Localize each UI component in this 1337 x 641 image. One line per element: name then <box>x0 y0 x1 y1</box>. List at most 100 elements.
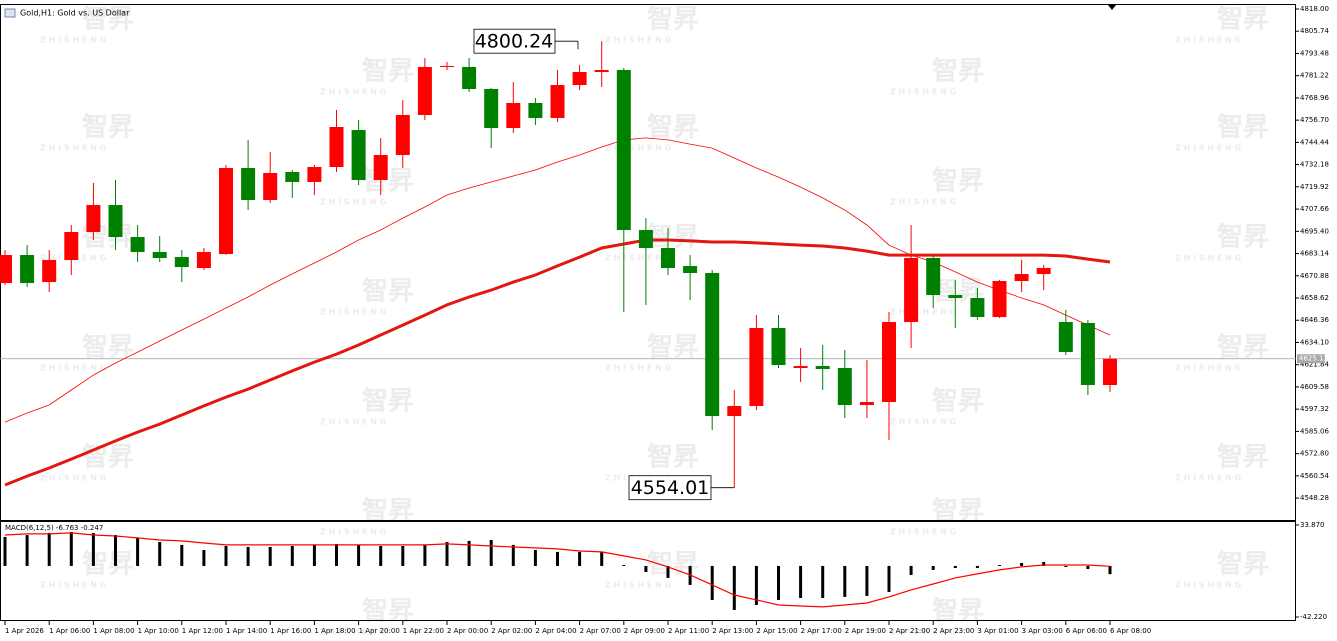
watermark-text: 智昇 <box>1217 223 1269 253</box>
macd-bar <box>732 565 736 610</box>
watermark-sub: Z H I S H E N G <box>1175 254 1241 263</box>
y-tick-label: 4818.00 <box>1300 5 1329 13</box>
y-tick-label: 4719.92 <box>1300 183 1329 191</box>
macd-bar <box>467 540 471 566</box>
y-tick-label: 4744.44 <box>1300 138 1329 146</box>
macd-bar <box>246 546 250 566</box>
watermark-sub: Z H I S H E N G <box>890 88 956 97</box>
y-tick-label: 4732.18 <box>1300 161 1329 169</box>
annotation-box <box>473 28 556 54</box>
candle-body <box>815 366 830 370</box>
candle-body <box>904 258 919 323</box>
watermark-text: 智昇 <box>1217 333 1269 363</box>
macd-bar <box>556 551 559 566</box>
chart-title: Gold,H1: Gold vs. US Dollar <box>20 9 130 18</box>
macd-bar <box>158 542 162 566</box>
macd-bar <box>533 549 537 566</box>
watermark-text: 智昇 <box>82 333 134 363</box>
candle-body <box>837 368 852 406</box>
candle-body <box>351 130 366 181</box>
candle-body <box>727 406 742 417</box>
y-tick-label: 4548.28 <box>1300 494 1329 502</box>
candle-body <box>152 252 167 259</box>
y-tick-label: 4683.14 <box>1300 250 1329 258</box>
macd-bar <box>1086 565 1090 569</box>
x-tick-label: 1 Apr 08:00 <box>93 627 134 635</box>
macd-bar <box>25 534 29 566</box>
watermark-sub: Z H I S H E N G <box>1175 474 1241 483</box>
x-tick-label: 2 Apr 04:00 <box>535 627 576 635</box>
symbol-icon <box>4 8 16 18</box>
watermark-sub: Z H I S H E N G <box>320 528 386 537</box>
watermark-text: 智昇 <box>647 443 699 473</box>
macd-bar <box>1108 565 1112 575</box>
watermark-sub: Z H I S H E N G <box>40 144 106 153</box>
watermark-sub: Z H I S H E N G <box>605 364 671 373</box>
macd-bar <box>69 531 73 566</box>
y2-tick-label: -42.220 <box>1300 613 1327 621</box>
watermark-text: 智昇 <box>362 277 414 307</box>
watermark-sub: Z H I S H E N G <box>320 198 386 207</box>
candle-body <box>572 72 587 86</box>
watermark-text: 智昇 <box>362 167 414 197</box>
macd-bar <box>821 565 825 598</box>
watermark-text: 智昇 <box>362 597 414 627</box>
candle-body <box>970 298 985 318</box>
macd-bar <box>114 534 117 566</box>
candle-body <box>20 255 35 284</box>
macd-bar <box>600 551 604 566</box>
watermark-sub: Z H I S H E N G <box>320 628 386 637</box>
candle-body <box>329 127 344 168</box>
x-tick-label: 1 Apr 06:00 <box>49 627 90 635</box>
macd-bar <box>489 539 493 566</box>
shift-marker <box>1108 5 1116 10</box>
x-tick-label: 2 Apr 23:00 <box>933 627 974 635</box>
macd-bar <box>180 544 184 566</box>
y2-tick-label: 33.870 <box>1300 521 1325 529</box>
y-tick-label: 4781.22 <box>1300 72 1329 80</box>
y-tick-label: 4670.88 <box>1300 272 1329 280</box>
watermark-sub: Z H I S H E N G <box>40 364 106 373</box>
y-tick-label: 4695.40 <box>1300 227 1329 235</box>
x-tick-label: 2 Apr 09:00 <box>624 627 665 635</box>
candle-body <box>1080 323 1095 386</box>
y-tick-label: 4597.32 <box>1300 405 1329 413</box>
macd-bar <box>622 564 626 566</box>
macd-bar <box>865 565 869 596</box>
x-tick-label: 1 Apr 14:00 <box>226 627 267 635</box>
macd-bar <box>357 544 361 566</box>
y-tick-label: 4585.06 <box>1300 427 1329 435</box>
x-tick-label: 6 Apr 06:00 <box>1066 627 1107 635</box>
macd-bar <box>777 565 780 600</box>
watermark-text: 智昇 <box>82 113 134 143</box>
candle-body <box>859 402 874 406</box>
macd-bar <box>3 536 7 566</box>
x-tick-label: 3 Apr 03:00 <box>1022 627 1063 635</box>
x-tick-label: 2 Apr 07:00 <box>580 627 621 635</box>
candle-body <box>373 155 388 181</box>
macd-bar <box>931 565 935 570</box>
watermark-sub: Z H I S H E N G <box>890 308 956 317</box>
x-tick-label: 2 Apr 17:00 <box>801 627 842 635</box>
watermark-sub: Z H I S H E N G <box>1175 581 1241 590</box>
candle-body <box>638 230 653 249</box>
watermark-text: 智昇 <box>932 167 984 197</box>
watermark-sub: Z H I S H E N G <box>40 581 106 590</box>
watermark-text: 智昇 <box>1217 550 1269 580</box>
current-price-box <box>1297 354 1325 364</box>
candle-body <box>196 252 211 269</box>
y-tick-label: 4609.58 <box>1300 383 1329 391</box>
watermark-sub: Z H I S H E N G <box>605 581 671 590</box>
watermark-text: 智昇 <box>362 57 414 87</box>
macd-bar <box>401 546 405 566</box>
watermark-text: 智昇 <box>82 5 134 35</box>
x-tick-label: 1 Apr 20:00 <box>359 627 400 635</box>
candle-body <box>506 102 521 129</box>
candle-body <box>749 328 764 407</box>
candle-body <box>64 232 79 261</box>
macd-bar <box>268 546 272 566</box>
macd-bar <box>445 542 449 566</box>
candle-body <box>0 255 12 284</box>
